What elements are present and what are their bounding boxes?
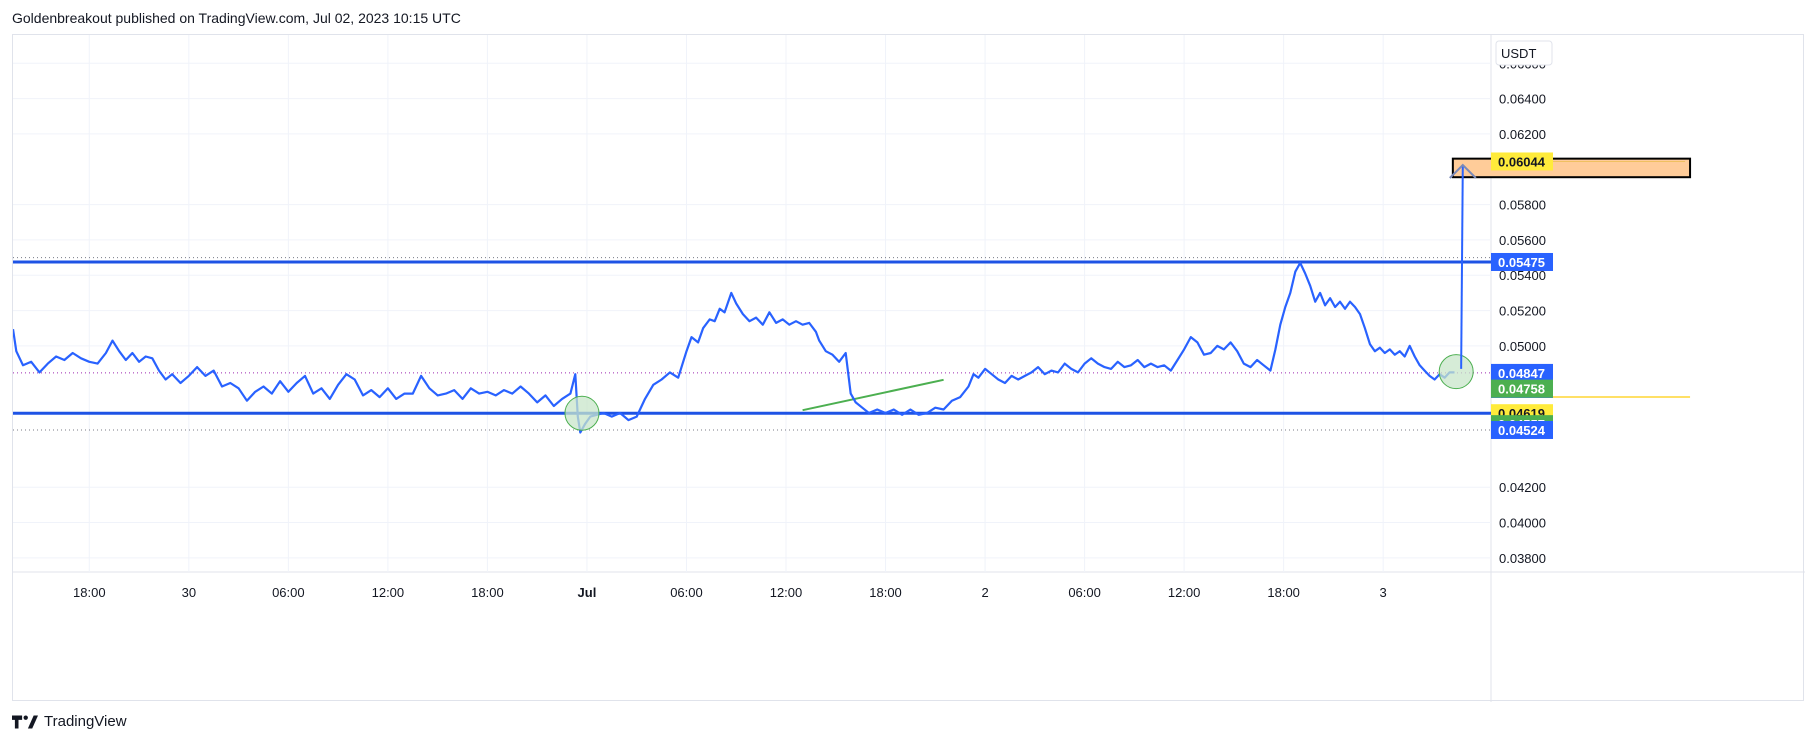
y-axis: 0.066000.064000.062000.058000.056000.054… bbox=[1495, 40, 1553, 566]
x-tick-label: 18:00 bbox=[1267, 585, 1300, 600]
x-tick-label: 06:00 bbox=[272, 585, 305, 600]
levels bbox=[13, 257, 1491, 431]
x-tick-label: 18:00 bbox=[869, 585, 902, 600]
price-series-line bbox=[13, 261, 1455, 434]
price-tag-value: 0.06044 bbox=[1498, 154, 1546, 169]
x-tick-label: 3 bbox=[1380, 585, 1387, 600]
footer: TradingView bbox=[12, 713, 127, 730]
y-tick-label: 0.04200 bbox=[1499, 480, 1546, 495]
highlight-circle bbox=[1438, 354, 1474, 390]
y-tick-label: 0.05800 bbox=[1499, 198, 1546, 213]
chart-frame[interactable]: 0.066000.064000.062000.058000.056000.054… bbox=[12, 34, 1805, 702]
projection-arrow-head bbox=[1449, 163, 1477, 179]
x-tick-label: 06:00 bbox=[670, 585, 703, 600]
overlays bbox=[564, 163, 1477, 431]
price-tag-blue bbox=[1491, 420, 1553, 439]
x-tick-label: 06:00 bbox=[1068, 585, 1101, 600]
publish-header: Goldenbreakout published on TradingView.… bbox=[12, 10, 461, 26]
price-tag-value: 0.04524 bbox=[1498, 423, 1546, 438]
x-tick-label: Jul bbox=[578, 585, 597, 600]
y-tick-label: 0.05000 bbox=[1499, 339, 1546, 354]
grid bbox=[13, 35, 1805, 702]
drawings bbox=[802, 157, 1692, 412]
projection-arrow-line bbox=[1460, 165, 1464, 369]
price-tags: 0.060440.054750.0484704:230.047580.04619… bbox=[1491, 152, 1553, 439]
x-tick-label: 12:00 bbox=[372, 585, 405, 600]
price-tag-green bbox=[1491, 379, 1553, 398]
price-tag-value: 0.04758 bbox=[1498, 382, 1545, 397]
x-tick-label: 12:00 bbox=[1168, 585, 1201, 600]
x-tick-label: 2 bbox=[981, 585, 988, 600]
y-tick-label: 0.06400 bbox=[1499, 92, 1546, 107]
y-tick-label: 0.05600 bbox=[1499, 233, 1546, 248]
x-tick-label: 30 bbox=[182, 585, 196, 600]
x-axis: 18:00 30 06:00 12:00 18:00 Jul 06:00 12:00 18:00… bbox=[73, 585, 1387, 600]
trend-line bbox=[802, 378, 944, 412]
y-tick-label: 0.03800 bbox=[1499, 551, 1546, 566]
currency-label: USDT bbox=[1501, 46, 1536, 61]
series bbox=[13, 261, 1455, 434]
y-tick-label: 0.05400 bbox=[1499, 268, 1546, 283]
footer-brand: TradingView bbox=[44, 713, 127, 730]
highlight-circle bbox=[564, 395, 600, 431]
y-tick-label: 0.06200 bbox=[1499, 127, 1546, 142]
price-tag-yellow bbox=[1491, 152, 1553, 171]
price-tag-value: 0.04847 bbox=[1498, 366, 1545, 381]
tradingview-logo-icon bbox=[12, 715, 38, 728]
x-tick-label: 12:00 bbox=[770, 585, 803, 600]
price-tag-value: 0.05475 bbox=[1498, 255, 1545, 270]
x-tick-label: 18:00 bbox=[73, 585, 106, 600]
price-tag-blue bbox=[1491, 252, 1553, 271]
currency-label-box bbox=[1495, 40, 1553, 66]
price-chart[interactable]: 0.066000.064000.062000.058000.056000.054… bbox=[13, 35, 1805, 702]
x-tick-label: 18:00 bbox=[471, 585, 504, 600]
y-tick-label: 0.05200 bbox=[1499, 304, 1546, 319]
y-tick-label: 0.04000 bbox=[1499, 516, 1546, 531]
